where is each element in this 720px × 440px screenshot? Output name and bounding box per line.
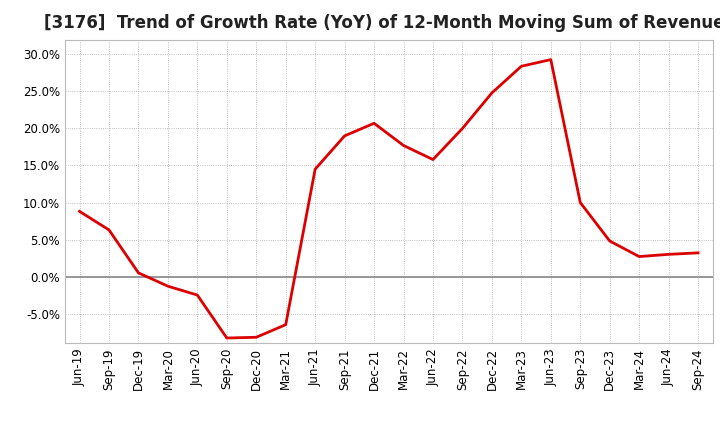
Title: [3176]  Trend of Growth Rate (YoY) of 12-Month Moving Sum of Revenues: [3176] Trend of Growth Rate (YoY) of 12-…: [44, 15, 720, 33]
